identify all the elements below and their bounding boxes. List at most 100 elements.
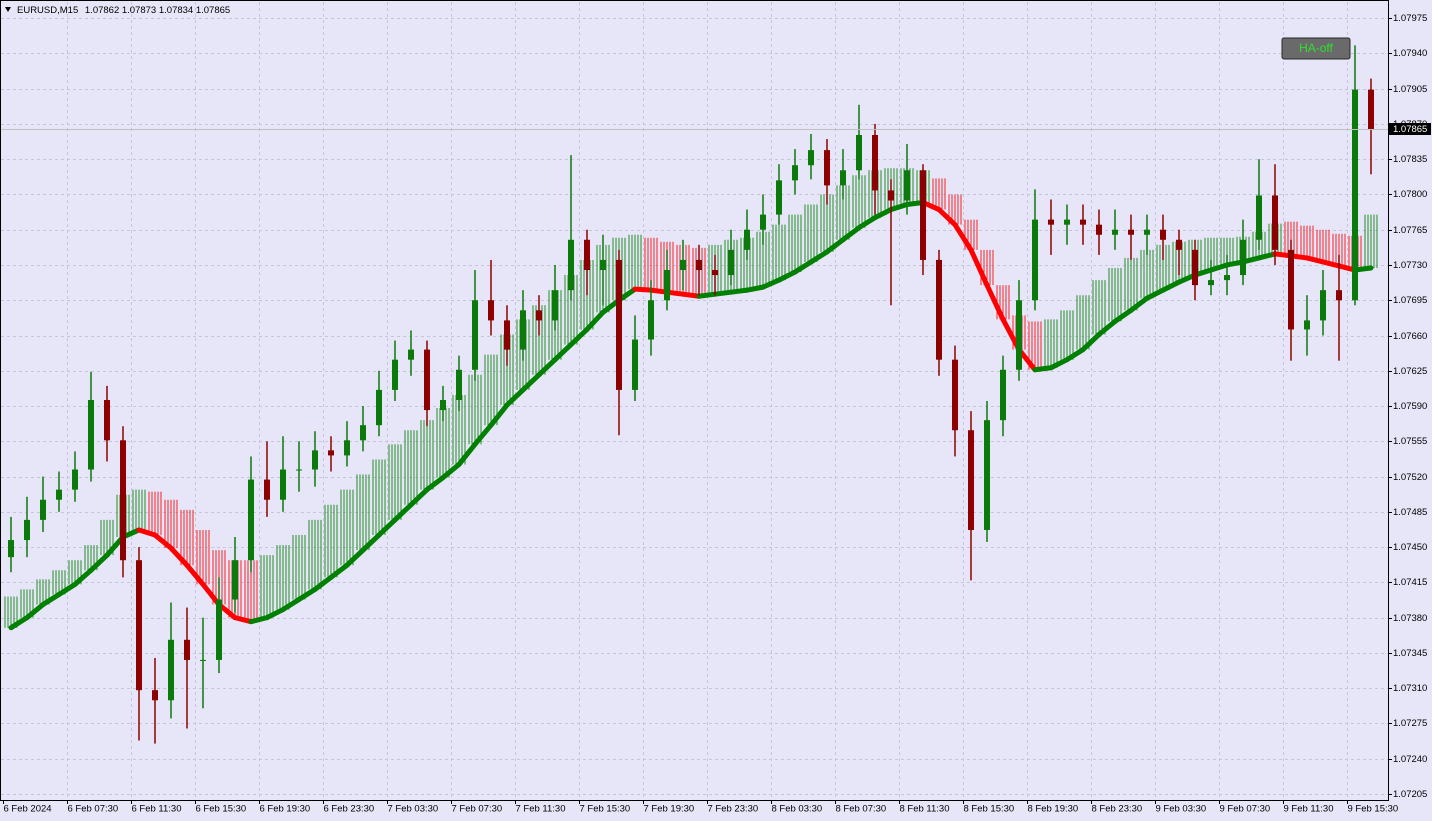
ha-line <box>184 562 206 587</box>
ha-line <box>888 202 910 213</box>
ha-line <box>296 586 318 602</box>
candle-body <box>24 519 30 541</box>
ha-line <box>488 402 510 428</box>
x-tick-label: 9 Feb 07:30 <box>1220 804 1271 815</box>
ha-line <box>152 532 174 551</box>
candle-body <box>88 399 94 470</box>
price-label: 1.07865 <box>1393 124 1427 135</box>
y-tick-label: 1.07380 <box>1393 613 1427 624</box>
candle-body <box>1352 89 1358 301</box>
ha-line <box>1032 365 1054 373</box>
candle-body <box>1112 229 1118 235</box>
ha-line <box>712 289 734 297</box>
header-low: 1.07834 <box>159 5 193 16</box>
candle-body <box>760 214 766 230</box>
candle-body <box>1096 224 1102 235</box>
header-close: 1.07865 <box>196 5 230 16</box>
x-tick-label: 7 Feb 03:30 <box>388 804 439 815</box>
candle-body <box>664 270 670 301</box>
ha-line <box>232 615 254 625</box>
candle-body <box>520 310 526 350</box>
candle-body <box>456 369 462 400</box>
ha-line <box>840 225 862 243</box>
ha-line <box>1096 318 1118 337</box>
ha-line <box>1304 255 1326 265</box>
ha-line <box>136 527 158 538</box>
candle-body <box>1144 229 1150 235</box>
y-tick-label: 1.07590 <box>1393 401 1427 412</box>
candle-body <box>536 310 542 321</box>
candle-layer <box>8 45 1374 744</box>
header-high: 1.07873 <box>122 5 156 16</box>
candle-body <box>616 259 622 390</box>
candle-body <box>712 270 718 276</box>
y-tick-label: 1.07695 <box>1393 295 1427 306</box>
candle-body <box>200 659 206 661</box>
ha-line <box>856 215 878 231</box>
candle-body <box>1176 239 1182 250</box>
candle-body <box>936 259 942 360</box>
ha-line <box>424 475 446 493</box>
y-tick-label: 1.07835 <box>1393 154 1427 165</box>
candle-body <box>872 135 878 191</box>
candle-body <box>136 560 142 691</box>
ha-line <box>360 532 382 553</box>
ha-line <box>808 249 830 265</box>
ha-line <box>936 207 958 228</box>
button-label[interactable]: HA-off <box>1299 41 1333 55</box>
candle-body <box>264 479 270 500</box>
y-tick-label: 1.07940 <box>1393 48 1427 59</box>
grid-layer <box>1 2 1388 800</box>
ha-line <box>8 615 30 631</box>
ha-line <box>312 574 334 592</box>
ha-line <box>88 552 110 573</box>
button-face[interactable] <box>1281 37 1351 60</box>
candle-body <box>1256 195 1262 240</box>
candle-body <box>776 180 782 215</box>
candle-body <box>72 469 78 490</box>
ha-line <box>1208 262 1230 273</box>
y-tick-label: 1.07975 <box>1393 13 1427 24</box>
ha-toggle-button[interactable]: HA-off <box>1281 37 1351 60</box>
x-tick-label: 7 Feb 11:30 <box>516 804 566 815</box>
symbol: EURUSD,M15 <box>17 5 78 16</box>
menu-arrow[interactable] <box>5 7 11 12</box>
y-tick-label: 1.07415 <box>1393 577 1427 588</box>
y-tick-label: 1.07310 <box>1393 683 1427 694</box>
candle-body <box>1368 89 1374 129</box>
y-tick-label: 1.07555 <box>1393 436 1427 447</box>
candle-body <box>1240 239 1246 276</box>
candle-body <box>1064 219 1070 225</box>
x-tick-label: 9 Feb 03:30 <box>1156 804 1207 815</box>
ha-line <box>696 291 718 299</box>
candle-body <box>1320 290 1326 321</box>
y-tick-label: 1.07205 <box>1393 789 1427 800</box>
y-tick-label: 1.07660 <box>1393 331 1427 342</box>
ha-line <box>1256 251 1278 261</box>
ha-line <box>568 326 590 348</box>
x-tick-label: 6 Feb 07:30 <box>68 804 119 815</box>
candle-body <box>840 170 846 186</box>
ha-line <box>456 441 478 467</box>
candle-body <box>1016 300 1022 370</box>
ha-line <box>440 461 462 481</box>
candle-body <box>392 359 398 390</box>
candle-body <box>216 599 222 660</box>
x-tick-label: 6 Feb 15:30 <box>196 804 247 815</box>
candle-body <box>312 450 318 470</box>
ha-line <box>72 567 94 587</box>
x-tick-label: 8 Feb 15:30 <box>964 804 1015 815</box>
candle-body <box>1288 249 1294 330</box>
candle-body <box>168 639 174 701</box>
candle-body <box>744 229 750 250</box>
y-tick-label: 1.07905 <box>1393 84 1427 95</box>
candle-body <box>1208 280 1214 286</box>
candle-body <box>488 300 494 321</box>
y-tick-label: 1.07625 <box>1393 366 1427 377</box>
ha-line <box>264 607 286 621</box>
y-tick-label: 1.07485 <box>1393 507 1427 518</box>
ha-line <box>680 291 702 299</box>
y-tick-label: 1.07765 <box>1393 225 1427 236</box>
ha-line <box>248 615 270 625</box>
